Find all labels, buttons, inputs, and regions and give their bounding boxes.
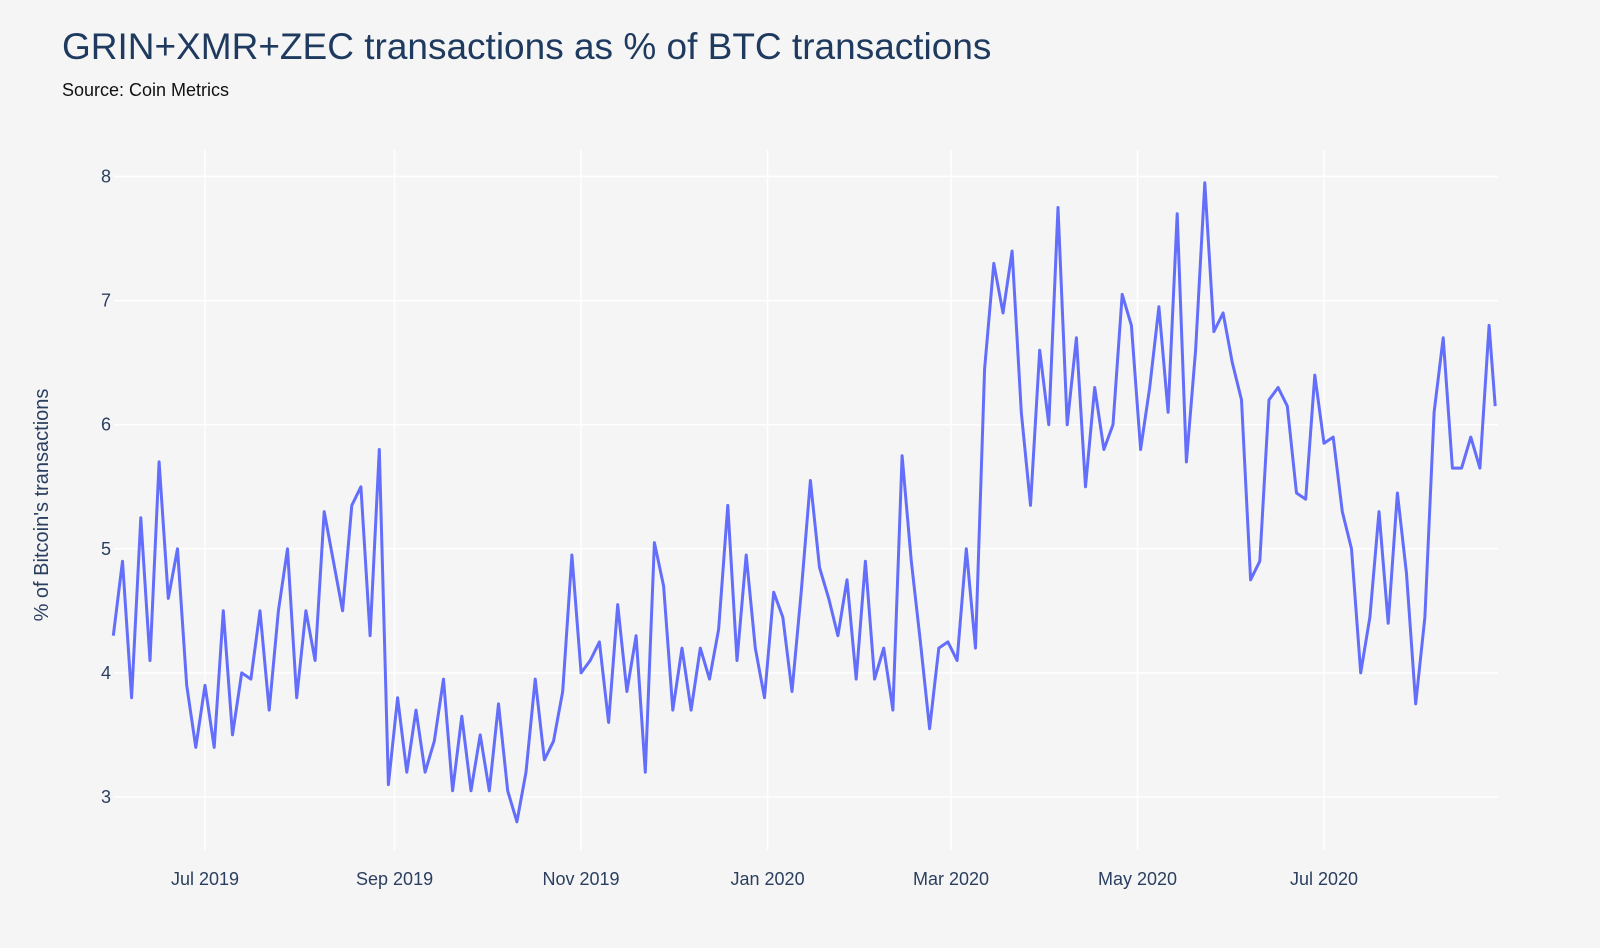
x-tick-label: Nov 2019 <box>543 869 620 889</box>
x-tick-label: Jan 2020 <box>731 869 805 889</box>
y-axis-title: % of Bitcoin's transactions <box>31 389 53 622</box>
x-tick-label: May 2020 <box>1098 869 1177 889</box>
x-tick-label: Jul 2020 <box>1290 869 1358 889</box>
y-tick-label: 7 <box>101 291 111 311</box>
series-line <box>111 181 1497 824</box>
y-tick-label: 5 <box>101 539 111 559</box>
chart-subtitle: Source: Coin Metrics <box>62 80 230 100</box>
y-tick-label: 6 <box>101 415 111 435</box>
y-tick-label: 4 <box>101 663 111 683</box>
y-axis-ticks: 3 4 5 6 7 8 <box>101 167 111 808</box>
y-tick-label: 8 <box>101 167 111 187</box>
x-tick-label: Sep 2019 <box>356 869 433 889</box>
x-tick-label: Jul 2019 <box>171 869 239 889</box>
gridlines <box>114 150 1498 850</box>
x-axis-ticks: Jul 2019 Sep 2019 Nov 2019 Jan 2020 Mar 2020… <box>171 869 1358 889</box>
x-tick-label: Mar 2020 <box>913 869 989 889</box>
y-tick-label: 3 <box>101 787 111 807</box>
chart-title: GRIN+XMR+ZEC transactions as % of BTC tr… <box>62 26 992 67</box>
